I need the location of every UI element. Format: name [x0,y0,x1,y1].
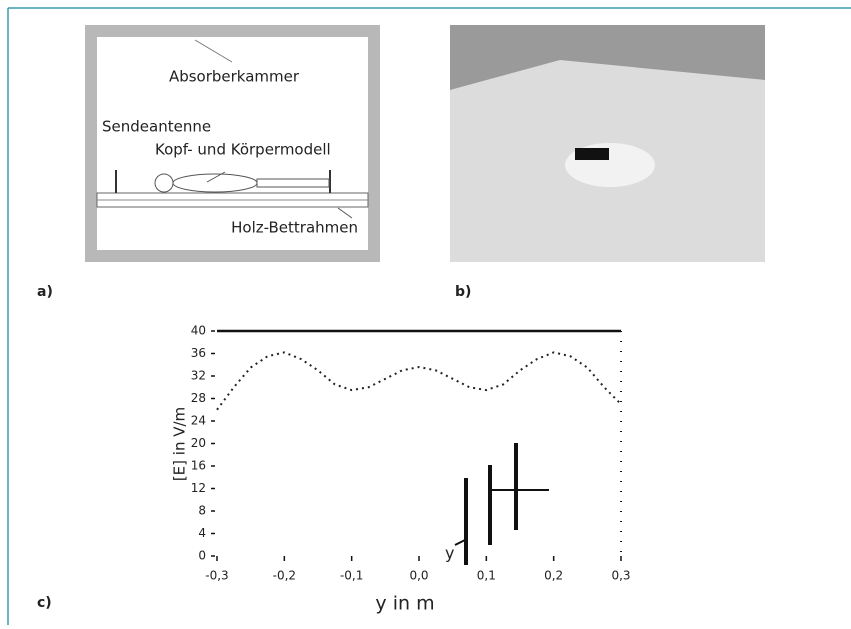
panel-label: b) [455,284,471,300]
x-tick-label: 0,3 [611,569,630,583]
y-tick-label: 12 [191,481,206,495]
body [172,173,258,193]
data-line [216,351,622,411]
label: Holz-Bettrahmen [231,219,358,237]
y-axis-label: [E] in V/m [171,407,189,481]
x-tick-label: 0,2 [544,569,563,583]
label: Kopf- und Körpermodell [155,141,331,159]
label: Sendeantenne [102,118,211,136]
x-tick-label: 0,0 [409,569,428,583]
y-tick-label: 8 [198,504,206,518]
pointer [206,171,226,183]
y-tick-label: 16 [191,459,206,473]
chamber-inner [97,37,368,250]
legs [256,178,330,188]
x-axis-label: y in m [375,593,434,615]
panel-label: c) [37,595,52,611]
x-tick-label: -0,3 [205,569,228,583]
y-tick-label: 32 [191,369,206,383]
pointer [194,39,233,63]
y-tick-label: 28 [191,391,206,405]
y-tick-label: 4 [198,526,206,540]
annotation-arrow [454,539,466,546]
x-tick-label: -0,2 [273,569,296,583]
y-tick-label: 40 [191,324,206,338]
photo-face-bar [575,148,609,160]
annotation: y [445,544,454,563]
y-tick-label: 36 [191,346,206,360]
label: Absorberkammer [169,68,300,86]
x-tick-label: -0,1 [340,569,363,583]
y-tick-label: 20 [191,436,206,450]
pointer [337,207,353,219]
x-tick-label: 0,1 [477,569,496,583]
y-tick-label: 0 [198,549,206,563]
panel-label: a) [37,284,53,300]
y-tick-label: 24 [191,414,206,428]
head [154,173,174,193]
